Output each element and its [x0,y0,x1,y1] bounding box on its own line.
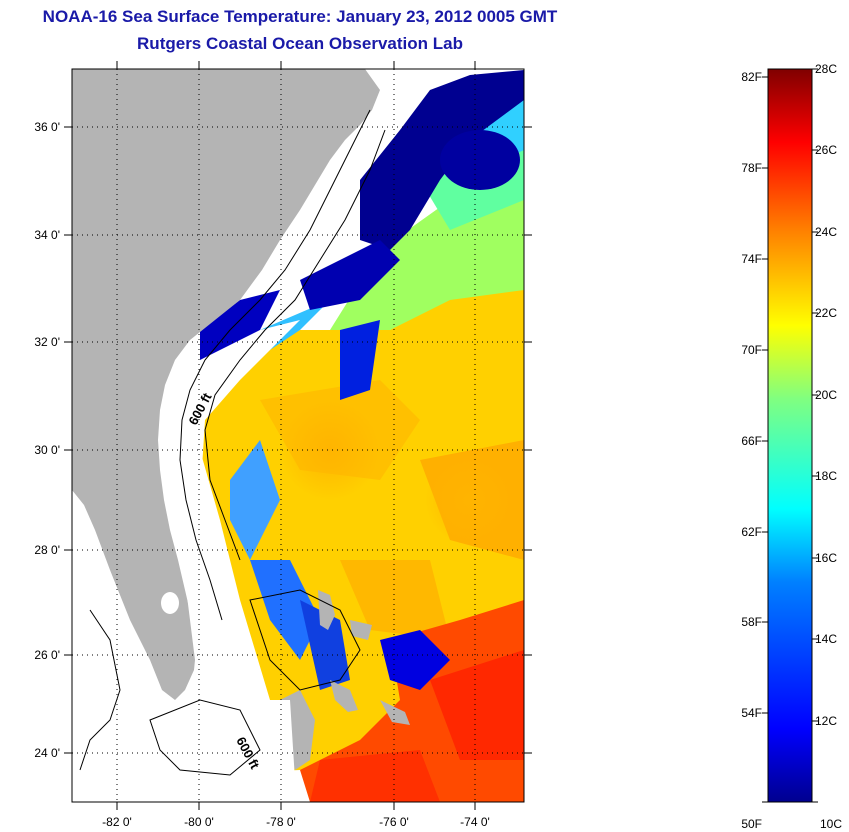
lat-label-32: 32 0' [34,335,60,349]
colorbar-c-18: 18C [815,469,837,483]
sst-field [180,70,524,802]
colorbar: 82F 78F 74F 70F 66F 62F 58F 54F 50F 28C … [741,62,842,831]
map-tick-marks [64,61,532,810]
map-title: NOAA-16 Sea Surface Temperature: January… [42,7,558,26]
colorbar-c-26: 26C [815,143,837,157]
map-subtitle: Rutgers Coastal Ocean Observation Lab [137,34,463,53]
map-frame [71,68,525,803]
colorbar-f-74: 74F [741,252,762,266]
lon-label-82: -82 0' [102,815,132,829]
colorbar-f-50: 50F [741,817,762,831]
lat-label-26: 26 0' [34,648,60,662]
lon-label-80: -80 0' [184,815,214,829]
colorbar-c-10: 10C [820,817,842,831]
colorbar-c-28: 28C [815,62,837,76]
colorbar-c-14: 14C [815,632,837,646]
colorbar-c-20: 20C [815,388,837,402]
colorbar-c-16: 16C [815,551,837,565]
colorbar-f-82: 82F [741,70,762,84]
lat-label-24: 24 0' [34,746,60,760]
colorbar-f-78: 78F [741,161,762,175]
lat-label-34: 34 0' [34,228,60,242]
colorbar-f-62: 62F [741,525,762,539]
cloud-areas [72,320,310,802]
graticule [72,69,524,802]
sst-map: 600 ft 600 ft [72,69,524,802]
lon-label-76: -76 0' [379,815,409,829]
colorbar-c-22: 22C [815,306,837,320]
colorbar-c-12: 12C [815,714,837,728]
lake-okeechobee [161,592,179,614]
colorbar-f-54: 54F [741,706,762,720]
colorbar-gradient [767,68,813,803]
lat-label-36: 36 0' [34,120,60,134]
lat-label-30: 30 0' [34,443,60,457]
lon-label-74: -74 0' [460,815,490,829]
colorbar-c-24: 24C [815,225,837,239]
lat-label-28: 28 0' [34,543,60,557]
colorbar-f-58: 58F [741,615,762,629]
colorbar-f-70: 70F [741,343,762,357]
lon-label-78: -78 0' [266,815,296,829]
bathymetry-contours [79,109,386,776]
colorbar-f-66: 66F [741,434,762,448]
